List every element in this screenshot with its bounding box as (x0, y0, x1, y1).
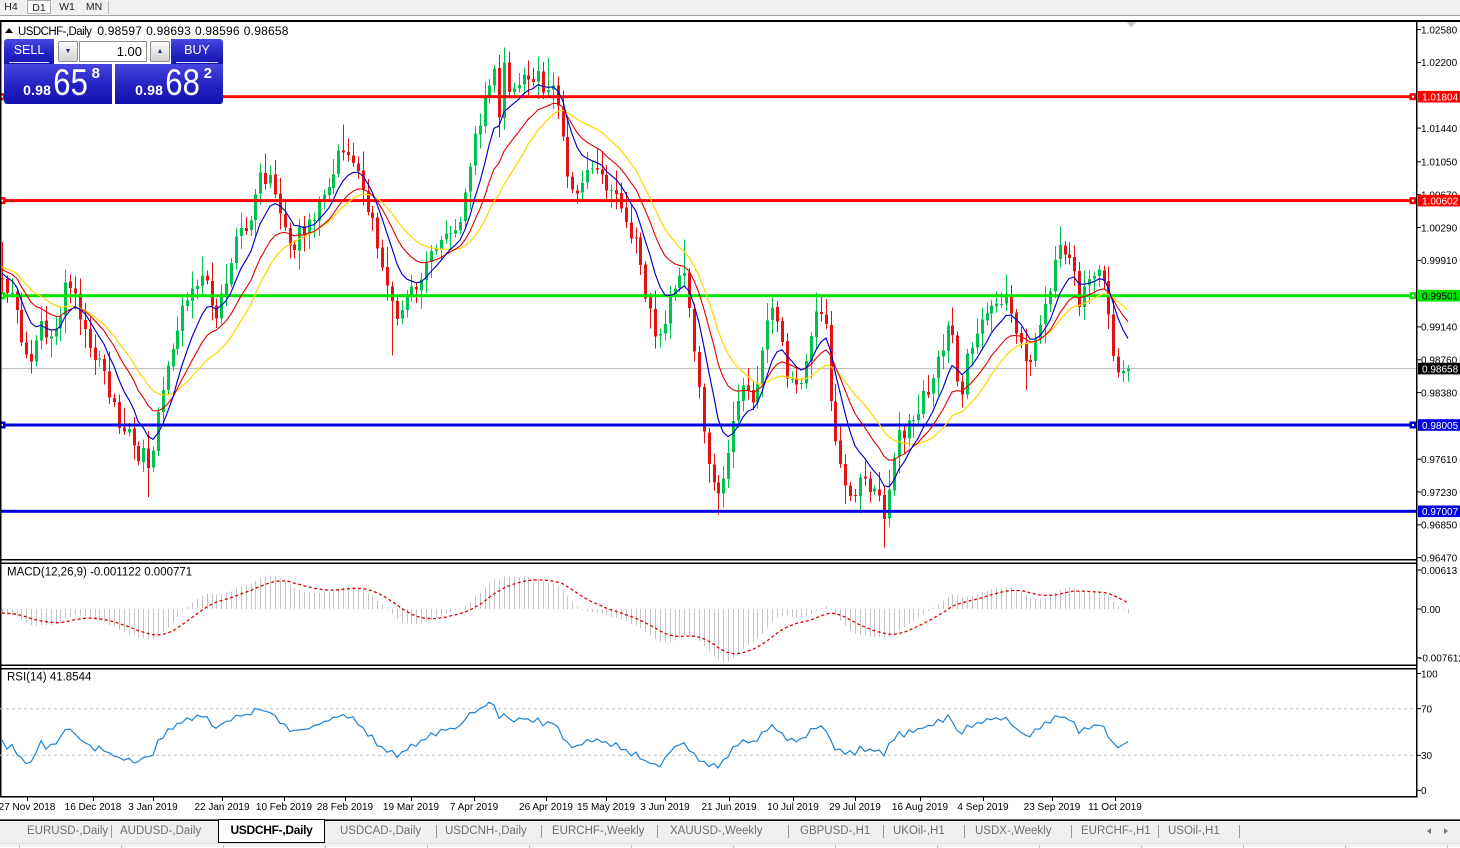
svg-text:0.97230: 0.97230 (1421, 488, 1458, 499)
svg-text:16 Dec 2018: 16 Dec 2018 (65, 802, 122, 813)
svg-text:1.00602: 1.00602 (1422, 196, 1459, 207)
svg-text:15 May 2019: 15 May 2019 (577, 802, 635, 813)
svg-text:11 Oct 2019: 11 Oct 2019 (1088, 802, 1142, 813)
svg-text:1.01804: 1.01804 (1422, 93, 1459, 104)
svg-text:19 Mar 2019: 19 Mar 2019 (383, 802, 440, 813)
svg-text:1.02580: 1.02580 (1421, 25, 1458, 36)
svg-text:0.98760: 0.98760 (1421, 356, 1458, 367)
svg-text:4 Sep 2019: 4 Sep 2019 (957, 802, 1009, 813)
svg-text:1.02200: 1.02200 (1421, 58, 1458, 69)
svg-text:30: 30 (1421, 751, 1433, 762)
svg-text:0.97007: 0.97007 (1422, 507, 1459, 518)
svg-text:0.00613: 0.00613 (1421, 566, 1458, 577)
svg-text:0.00: 0.00 (1421, 605, 1441, 616)
svg-text:1.01440: 1.01440 (1421, 124, 1458, 135)
svg-text:0.97610: 0.97610 (1421, 455, 1458, 466)
svg-text:29 Jul 2019: 29 Jul 2019 (829, 802, 881, 813)
svg-text:10 Feb 2019: 10 Feb 2019 (256, 802, 313, 813)
svg-text:21 Jun 2019: 21 Jun 2019 (701, 802, 756, 813)
svg-text:16 Aug 2019: 16 Aug 2019 (892, 802, 949, 813)
svg-text:0.98658: 0.98658 (1422, 364, 1459, 375)
svg-text:28 Feb 2019: 28 Feb 2019 (317, 802, 374, 813)
svg-text:0.98380: 0.98380 (1421, 388, 1458, 399)
svg-text:3 Jan 2019: 3 Jan 2019 (128, 802, 178, 813)
svg-text:27 Nov 2018: 27 Nov 2018 (0, 802, 56, 813)
svg-text:100: 100 (1421, 669, 1438, 680)
svg-text:3 Jun 2019: 3 Jun 2019 (640, 802, 690, 813)
svg-text:22 Jan 2019: 22 Jan 2019 (194, 802, 249, 813)
svg-text:10 Jul 2019: 10 Jul 2019 (767, 802, 819, 813)
svg-text:0.96470: 0.96470 (1421, 554, 1458, 565)
svg-text:23 Sep 2019: 23 Sep 2019 (1024, 802, 1081, 813)
svg-text:-0.0076125: -0.0076125 (1419, 654, 1460, 665)
svg-text:MACD(12,26,9) -0.001122 0.0007: MACD(12,26,9) -0.001122 0.000771 (7, 567, 192, 579)
svg-text:26 Apr 2019: 26 Apr 2019 (519, 802, 573, 813)
svg-text:1.01050: 1.01050 (1421, 158, 1458, 169)
svg-text:0.99910: 0.99910 (1421, 256, 1458, 267)
svg-text:1.00290: 1.00290 (1421, 223, 1458, 234)
svg-text:0.96850: 0.96850 (1421, 521, 1458, 532)
svg-text:0: 0 (1421, 786, 1427, 797)
svg-text:0.99140: 0.99140 (1421, 323, 1458, 334)
svg-text:0.98005: 0.98005 (1422, 421, 1459, 432)
svg-text:RSI(14) 41.8544: RSI(14) 41.8544 (7, 672, 92, 684)
svg-text:7 Apr 2019: 7 Apr 2019 (450, 802, 499, 813)
svg-text:70: 70 (1421, 705, 1433, 716)
svg-text:0.99501: 0.99501 (1422, 292, 1459, 303)
